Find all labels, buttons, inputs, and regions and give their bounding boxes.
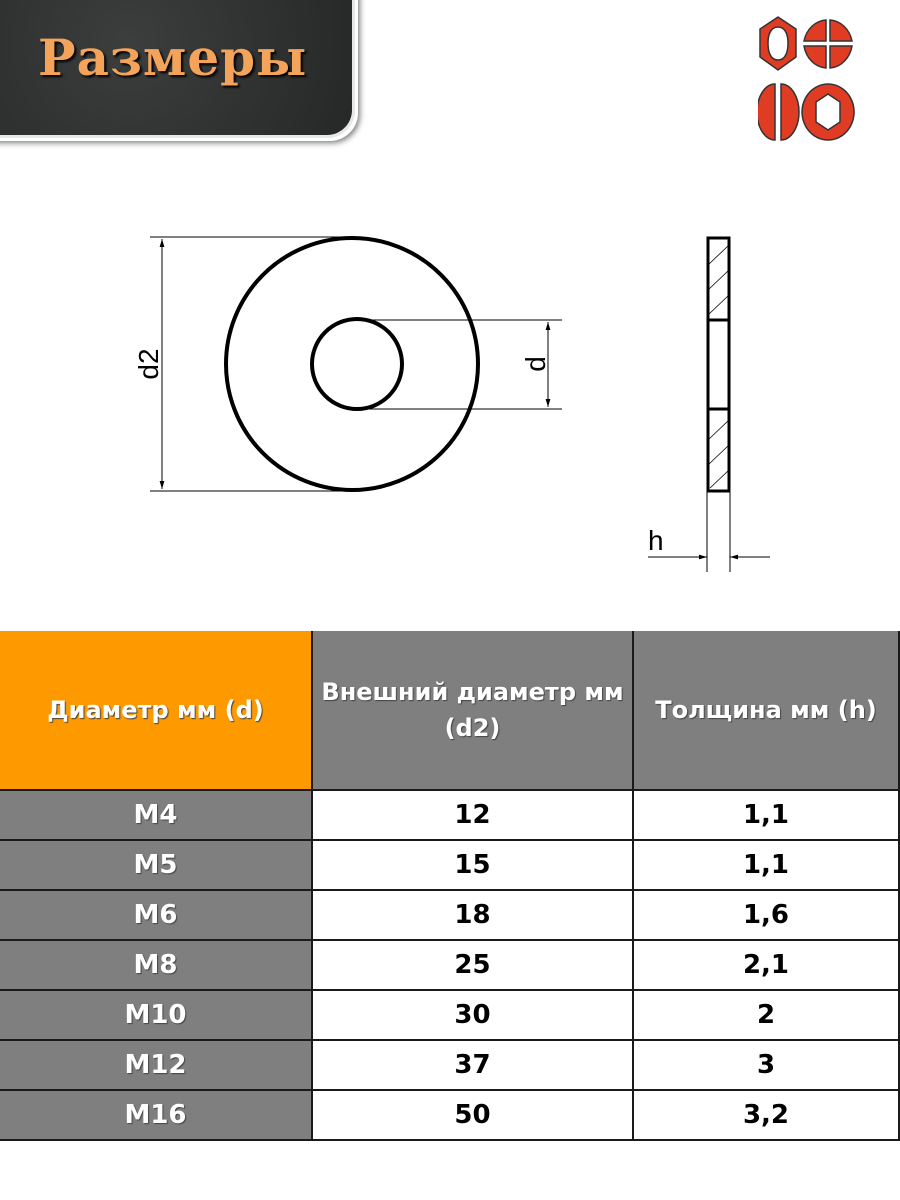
washer-front-view [150, 236, 562, 492]
table-row: M4 12 1,1 [0, 789, 900, 841]
header-outer-diameter: Внешний диаметр мм (d2) [311, 631, 634, 791]
thickness-cell: 1,1 [632, 839, 900, 891]
outer-diameter-cell: 15 [311, 839, 634, 891]
diameter-cell: M10 [0, 989, 313, 1041]
d2-label: d2 [133, 348, 164, 379]
diameter-cell: M5 [0, 839, 313, 891]
diameter-cell: M12 [0, 1039, 313, 1091]
washer-side-view [648, 236, 770, 572]
hex-socket-head-icon [801, 83, 855, 141]
outer-diameter-cell: 25 [311, 939, 634, 991]
table-row: M8 25 2,1 [0, 939, 900, 991]
title-banner [0, 0, 355, 138]
outer-diameter-cell: 18 [311, 889, 634, 941]
dimensions-table: Диаметр мм (d) Внешний диаметр мм (d2) Т… [0, 631, 900, 1141]
table-row: M10 30 2 [0, 989, 900, 1041]
diameter-cell: M4 [0, 789, 313, 841]
outer-diameter-cell: 12 [311, 789, 634, 841]
page-title: Размеры [38, 28, 308, 87]
table-header-row: Диаметр мм (d) Внешний диаметр мм (d2) Т… [0, 631, 900, 791]
slot-head-icon [758, 83, 800, 141]
table-row: M5 15 1,1 [0, 839, 900, 891]
table-row: M16 50 3,2 [0, 1089, 900, 1141]
outer-diameter-cell: 37 [311, 1039, 634, 1091]
thickness-cell: 2 [632, 989, 900, 1041]
thickness-cell: 1,1 [632, 789, 900, 841]
outer-diameter-cell: 50 [311, 1089, 634, 1141]
h-label: h [648, 525, 664, 556]
diameter-cell: M8 [0, 939, 313, 991]
header-thickness: Толщина мм (h) [632, 631, 900, 791]
cross-slot-head-icon [803, 19, 853, 69]
thickness-cell: 1,6 [632, 889, 900, 941]
outer-diameter-cell: 30 [311, 989, 634, 1041]
thickness-cell: 3,2 [632, 1089, 900, 1141]
diameter-cell: M16 [0, 1089, 313, 1141]
table-row: M6 18 1,6 [0, 889, 900, 941]
d-label: d [520, 356, 551, 372]
fastener-heads-logo-icon [758, 16, 855, 141]
hex-nut-icon [759, 16, 797, 71]
washer-technical-drawing: d2 d h [133, 236, 770, 572]
table-row: M12 37 3 [0, 1039, 900, 1091]
thickness-cell: 3 [632, 1039, 900, 1091]
header-diameter: Диаметр мм (d) [0, 631, 313, 791]
thickness-cell: 2,1 [632, 939, 900, 991]
diameter-cell: M6 [0, 889, 313, 941]
